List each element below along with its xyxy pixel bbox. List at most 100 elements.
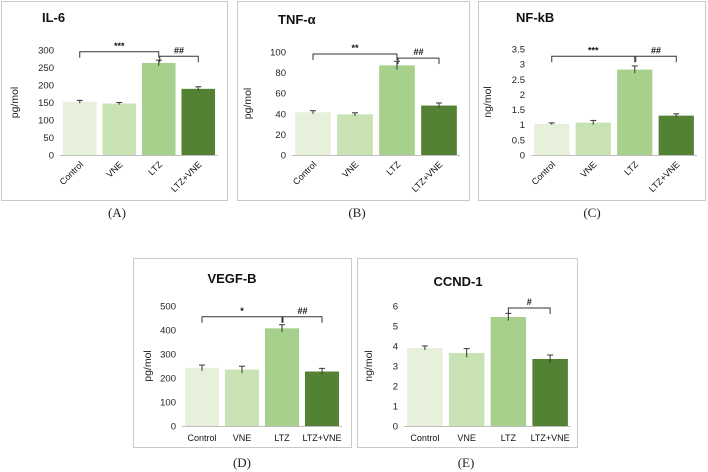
significance-bracket-2: ##: [635, 45, 677, 63]
y-tick-label: 300: [160, 350, 176, 361]
chart-title: IL-6: [42, 10, 65, 25]
significance-label: ***: [114, 41, 125, 51]
x-tick-label-ltz: LTZ: [274, 433, 290, 443]
y-tick-label: 1: [520, 120, 525, 131]
y-tick-label: 0: [520, 151, 525, 162]
x-tick-label-vne: VNE: [233, 433, 252, 443]
bracket-line: [201, 316, 283, 323]
significance-label: **: [351, 43, 359, 53]
panel-e: CCND-1 ng/mol 0 1 2 3 4 5 6 Control VNE LTZ LTZ+VNE #: [357, 258, 578, 448]
bar-ltz: [490, 317, 527, 426]
y-axis-label: pg/mol: [9, 87, 21, 119]
y-tick-label: 1: [393, 402, 398, 413]
bracket-line: [312, 53, 398, 61]
panel-label-e: (E): [457, 455, 475, 470]
x-tick-label-control: Control: [187, 433, 216, 443]
y-tick-label: 500: [160, 302, 176, 313]
y-tick-label: 100: [160, 398, 176, 409]
bracket-line: [551, 55, 636, 63]
x-tick-label-vne: VNE: [105, 159, 125, 179]
bar-ltz: [617, 69, 653, 155]
chart-il6: IL-6 pg/mol 0 50 100 150 200 250 300 Control VNE LT…: [9, 10, 218, 194]
significance-bracket-2: ##: [397, 47, 440, 65]
chart-vegf-b: VEGF-B pg/mol 0 100 200 300 400 500 Control VNE LT…: [142, 271, 342, 443]
significance-label: ##: [297, 306, 307, 316]
bar-ltz-vne: [421, 105, 457, 155]
y-tick-label: 2.5: [512, 75, 525, 86]
y-tick-label: 20: [275, 130, 286, 141]
y-tick-label: 400: [160, 326, 176, 337]
panel-a: IL-6 pg/mol 0 50 100 150 200 250 300 Control VNE LT…: [1, 1, 228, 201]
bar-vne: [225, 369, 259, 426]
significance-bracket-2: ##: [282, 306, 323, 323]
x-tick-label-ltz: LTZ: [501, 433, 517, 443]
y-tick-label: 3.5: [512, 45, 525, 56]
x-tick-label-control: Control: [410, 433, 439, 443]
x-tick-label-ltz-vne: LTZ+VNE: [410, 159, 445, 194]
bracket-line: [159, 55, 199, 63]
bar-vne: [337, 114, 373, 155]
x-tick-label-control: Control: [291, 159, 319, 187]
y-tick-label: 300: [38, 46, 54, 57]
bar-ltz-vne: [658, 115, 694, 155]
y-axis-label: pg/mol: [142, 350, 154, 382]
significance-bracket-1: *: [201, 306, 283, 323]
y-tick-label: 250: [38, 63, 54, 74]
x-tick-label-ltz-vne: LTZ+VNE: [302, 433, 341, 443]
y-axis-label: ng/mol: [482, 86, 494, 118]
bracket-line: [397, 57, 440, 65]
y-tick-label: 200: [160, 374, 176, 385]
x-tick-label-ltz-vne: LTZ+VNE: [647, 159, 682, 194]
chart-title: VEGF-B: [207, 271, 256, 286]
x-tick-label-ltz-vne: LTZ+VNE: [531, 433, 570, 443]
y-tick-label: 80: [275, 68, 286, 79]
x-tick-label-vne: VNE: [340, 159, 360, 179]
panel-c: NF-kB ng/mol 0 0.5 1 1.5 2 2.5 3 3.5 Control VNE LTZ…: [478, 1, 706, 201]
y-tick-label: 3: [393, 362, 398, 373]
y-tick-label: 200: [38, 81, 54, 92]
panel-label-b: (B): [348, 205, 366, 220]
significance-bracket-1: **: [312, 43, 398, 61]
bar-vne: [575, 122, 611, 155]
panel-label-a: (A): [107, 205, 127, 220]
bar-control: [185, 367, 219, 426]
significance-label: *: [240, 306, 244, 316]
significance-label: #: [527, 297, 532, 307]
significance-label: ***: [588, 45, 599, 55]
panel-label-c: (C): [583, 205, 601, 220]
x-tick-label-vne: VNE: [579, 159, 599, 179]
bar-ltz: [141, 62, 176, 156]
chart-title: CCND-1: [433, 274, 482, 289]
x-tick-label-ltz: LTZ: [146, 159, 164, 177]
y-tick-label: 0: [49, 151, 54, 162]
chart-title: TNF-α: [278, 12, 316, 27]
bar-control: [295, 112, 331, 155]
y-tick-label: 5: [393, 322, 398, 333]
y-axis-label: ng/mol: [363, 350, 375, 382]
panel-d: VEGF-B pg/mol 0 100 200 300 400 500 Control VNE LT…: [133, 258, 352, 448]
bracket-line: [79, 51, 160, 58]
panel-b: TNF-α pg/mol 0 20 40 60 80 100 Control VNE LTZ LTZ+…: [237, 1, 470, 201]
bar-ltz: [265, 328, 299, 426]
x-tick-label-control: Control: [530, 159, 558, 187]
bar-control: [407, 348, 443, 426]
chart-nf-kb: NF-kB ng/mol 0 0.5 1 1.5 2 2.5 3 3.5 Control VNE LTZ…: [482, 10, 697, 194]
bracket-line: [507, 307, 551, 314]
significance-label: ##: [413, 47, 423, 57]
significance-bracket-2: ##: [159, 45, 199, 63]
y-tick-label: 50: [43, 133, 54, 144]
significance-bracket-1: #: [507, 297, 551, 314]
y-tick-label: 0: [281, 151, 286, 162]
significance-bracket-1: ***: [79, 41, 160, 58]
y-tick-label: 6: [393, 302, 398, 313]
bracket-line: [635, 55, 677, 63]
y-tick-label: 2: [393, 382, 398, 393]
y-tick-label: 3: [520, 60, 525, 71]
y-tick-label: 0: [393, 422, 398, 433]
x-tick-label-vne: VNE: [457, 433, 476, 443]
bar-ltz-vne: [305, 371, 339, 426]
bar-ltz-vne: [181, 88, 216, 155]
y-tick-label: 150: [38, 98, 54, 109]
significance-label: ##: [651, 45, 661, 55]
x-tick-label-ltz: LTZ: [384, 159, 402, 177]
